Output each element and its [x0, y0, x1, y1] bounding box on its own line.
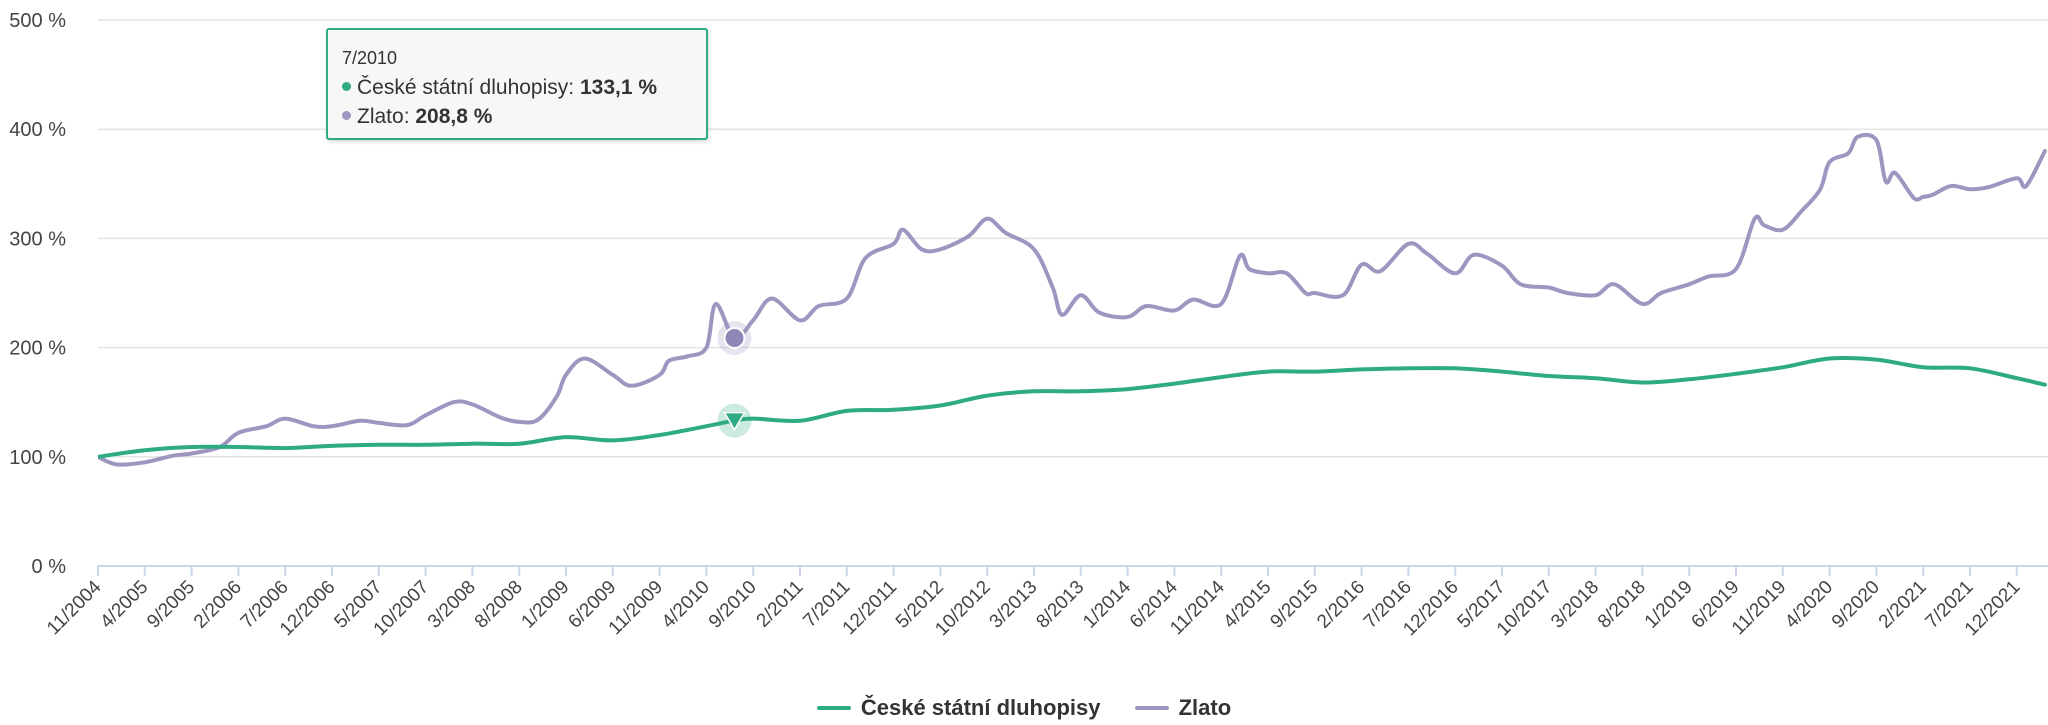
- y-tick-label: 100 %: [9, 447, 66, 469]
- tooltip-bonds-name: České státní dluhopisy: [357, 76, 569, 99]
- gold-hover-marker: [723, 326, 746, 349]
- legend-swatch-bonds: [816, 706, 851, 710]
- x-tick-label: 9/2005: [143, 577, 199, 633]
- y-tick-label: 500 %: [9, 10, 66, 32]
- legend-swatch-gold: [1134, 706, 1169, 710]
- x-tick-label: 4/2020: [1781, 577, 1837, 633]
- x-tick-label: 3/2018: [1547, 577, 1603, 633]
- series-line-gold: [98, 132, 2047, 467]
- x-tick-label: 9/2020: [1828, 577, 1884, 633]
- legend-item-bonds[interactable]: České státní dluhopisy: [816, 695, 1101, 721]
- x-tick-label: 2/2011: [753, 577, 808, 632]
- legend-item-gold[interactable]: Zlato: [1134, 695, 1232, 721]
- tooltip-row-gold: Zlato: 208,8 %: [342, 102, 692, 131]
- x-tick-label: 2/2006: [190, 577, 246, 633]
- tooltip-gold-value: 208,8 %: [415, 105, 493, 128]
- y-tick-label: 0 %: [32, 556, 67, 578]
- legend-label-bonds: České státní dluhopisy: [860, 695, 1101, 720]
- bonds-dot-icon: [342, 81, 351, 91]
- x-tick-label: 1/2019: [1641, 577, 1697, 633]
- tooltip-bonds-value: 133,1 %: [579, 76, 658, 99]
- legend-label-gold: Zlato: [1178, 695, 1232, 720]
- bonds-hover-marker: [723, 411, 746, 432]
- tooltip-date: 7/2010: [342, 48, 398, 68]
- x-tick-label: 2/2016: [1313, 577, 1369, 633]
- x-tick-label: 8/2008: [471, 577, 527, 633]
- chart-tooltip: 7/2010 České státní dluhopisy: 133,1 % Z…: [326, 28, 708, 140]
- tooltip-row-bonds: České státní dluhopisy: 133,1 %: [342, 73, 692, 102]
- y-tick-label: 200 %: [9, 338, 66, 360]
- x-tick-label: 3/2008: [424, 577, 480, 633]
- x-tick-label: 9/2010: [705, 577, 761, 633]
- x-tick-label: 3/2013: [986, 577, 1042, 633]
- series-line-bonds: [98, 355, 2047, 459]
- tooltip-gold-name: Zlato: [357, 105, 404, 128]
- y-tick-label: 400 %: [9, 119, 66, 141]
- x-tick-label: 8/2013: [1032, 577, 1088, 633]
- x-tick-label: 8/2018: [1594, 577, 1650, 633]
- chart-legend: České státní dluhopisy Zlato: [0, 690, 2048, 721]
- x-tick-label: 11/2004: [43, 576, 106, 639]
- x-tick-label: 1/2014: [1079, 576, 1135, 632]
- gold-dot-icon: [342, 110, 351, 120]
- x-tick-label: 9/2015: [1266, 577, 1322, 633]
- x-tick-label: 4/2005: [96, 577, 152, 633]
- y-tick-label: 300 %: [9, 228, 66, 250]
- x-tick-label: 4/2010: [658, 577, 714, 633]
- x-tick-label: 1/2009: [518, 577, 574, 633]
- x-tick-label: 2/2021: [1875, 577, 1931, 633]
- x-tick-label: 4/2015: [1220, 577, 1276, 633]
